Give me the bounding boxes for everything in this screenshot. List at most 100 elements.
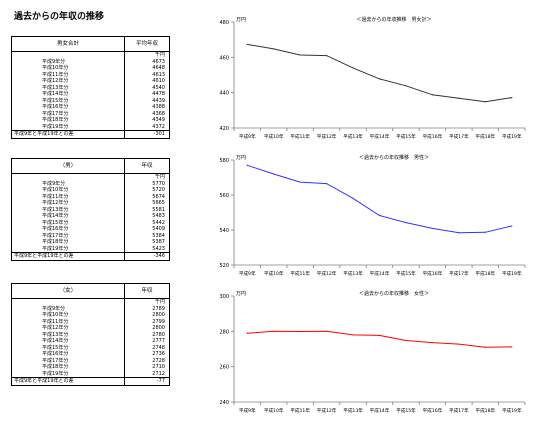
- data-point: [484, 231, 486, 233]
- data-point: [273, 173, 275, 175]
- row-label: 平成16年分: [11, 226, 125, 233]
- row-value: 2799: [124, 318, 170, 325]
- x-tick-label: 平成18年: [475, 407, 495, 414]
- data-point: [299, 330, 301, 333]
- data-point: [325, 54, 328, 57]
- unit-label: 千円: [124, 298, 170, 306]
- table-header-right: 年収: [124, 158, 170, 174]
- x-tick-label: 平成16年: [423, 133, 443, 140]
- y-tick-label: 260: [219, 365, 229, 371]
- row-label: 平成16年分: [11, 351, 125, 358]
- y-tick-label: 440: [219, 91, 229, 97]
- data-point: [325, 183, 328, 185]
- unit-label: 千円: [124, 173, 170, 181]
- y-tick-label: 540: [219, 228, 229, 234]
- x-tick-label: 平成12年: [317, 270, 337, 277]
- row-label: 平成11年分: [11, 71, 125, 78]
- x-tick-label: 平成13年: [343, 407, 363, 414]
- row-value: 5384: [124, 232, 170, 239]
- x-tick-label: 平成16年: [423, 407, 443, 414]
- x-tick-label: 平成13年: [343, 270, 363, 277]
- table-female: （女） 年収 千円 平成9年分 2789 平成10年分 2800 平成11年分 279…: [11, 283, 170, 386]
- data-point: [431, 94, 434, 96]
- x-tick-label: 平成14年: [370, 133, 390, 140]
- row-value: 2736: [124, 351, 170, 358]
- data-point: [273, 48, 275, 50]
- row-label: 平成18年分: [11, 117, 125, 124]
- x-tick-label: 平成10年: [264, 270, 284, 277]
- chart-title: ＜過去からの年収推移 女性＞: [359, 290, 429, 297]
- row-value: 4368: [124, 110, 170, 117]
- y-tick-label: 280: [219, 329, 229, 335]
- row-value: 5483: [124, 213, 170, 220]
- x-tick-label: 平成12年: [317, 133, 337, 140]
- row-label: 平成17年分: [11, 110, 125, 117]
- data-point: [378, 78, 381, 80]
- y-tick-label: 300: [219, 294, 229, 300]
- data-point: [431, 342, 434, 344]
- row-label: 平成9年分: [11, 58, 125, 65]
- row-label: 平成11年分: [11, 318, 125, 325]
- row-label: 平成18年分: [11, 364, 125, 371]
- data-point: [299, 54, 301, 56]
- row-value: 2800: [124, 312, 170, 319]
- row-value: 2748: [124, 344, 170, 351]
- diff-value: -301: [124, 130, 170, 139]
- row-value: 5581: [124, 206, 170, 213]
- x-tick-label: 平成19年: [502, 407, 522, 414]
- y-axis-unit: 万円: [236, 155, 246, 161]
- row-value: 5674: [124, 193, 170, 200]
- row-value: 4478: [124, 91, 170, 98]
- row-value: 4648: [124, 65, 170, 72]
- y-axis-unit: 万円: [236, 17, 246, 23]
- series-line: [247, 43, 512, 103]
- diff-value: -77: [124, 377, 170, 386]
- row-value: 5409: [124, 226, 170, 233]
- row-label: 平成19年分: [11, 370, 125, 378]
- row-value: 2780: [124, 331, 170, 338]
- x-tick-label: 平成15年: [396, 270, 416, 277]
- data-point: [378, 214, 381, 217]
- row-value: 4613: [124, 71, 170, 78]
- data-point: [246, 164, 248, 166]
- x-tick-label: 平成16年: [423, 270, 443, 277]
- series-line: [247, 164, 512, 234]
- data-point: [273, 330, 275, 332]
- x-tick-label: 平成18年: [475, 270, 495, 277]
- row-value: 5770: [124, 180, 170, 187]
- row-label: 平成10年分: [11, 65, 125, 72]
- chart-title: ＜過去からの年収推移 男性＞: [359, 154, 429, 161]
- row-label: 平成12年分: [11, 325, 125, 332]
- row-label: 平成15年分: [11, 97, 125, 104]
- x-tick-label: 平成9年: [239, 407, 256, 414]
- table-total: 男女合計 平均年収 千円 平成9年分 4673 平成10年分 4648 平成11年分…: [11, 36, 170, 139]
- data-point: [352, 334, 354, 336]
- row-value: 5665: [124, 200, 170, 207]
- x-tick-label: 平成15年: [396, 407, 416, 414]
- series-line: [247, 330, 512, 348]
- x-tick-label: 平成17年: [449, 407, 469, 414]
- x-tick-label: 平成9年: [239, 270, 256, 277]
- row-label: 平成19年分: [11, 245, 125, 253]
- row-value: 4372: [124, 123, 170, 131]
- data-point: [484, 101, 486, 103]
- row-value: 2800: [124, 325, 170, 332]
- y-tick-label: 460: [219, 55, 229, 61]
- x-tick-label: 平成10年: [264, 407, 284, 414]
- row-label: 平成15年分: [11, 219, 125, 226]
- row-value: 2710: [124, 364, 170, 371]
- x-tick-label: 平成19年: [502, 270, 522, 277]
- row-value: 2789: [124, 305, 170, 312]
- y-tick-label: 480: [219, 20, 229, 26]
- data-point: [431, 227, 434, 230]
- chart-title: ＜過去からの年収推移 男女計＞: [357, 16, 432, 23]
- data-point: [299, 181, 301, 183]
- row-value: 5387: [124, 239, 170, 246]
- row-label: 平成10年分: [11, 187, 125, 194]
- row-label: 平成9年分: [11, 305, 125, 312]
- row-value: 4610: [124, 78, 170, 85]
- x-tick-label: 平成12年: [317, 407, 337, 414]
- data-point: [246, 332, 248, 334]
- row-label: 平成14年分: [11, 338, 125, 345]
